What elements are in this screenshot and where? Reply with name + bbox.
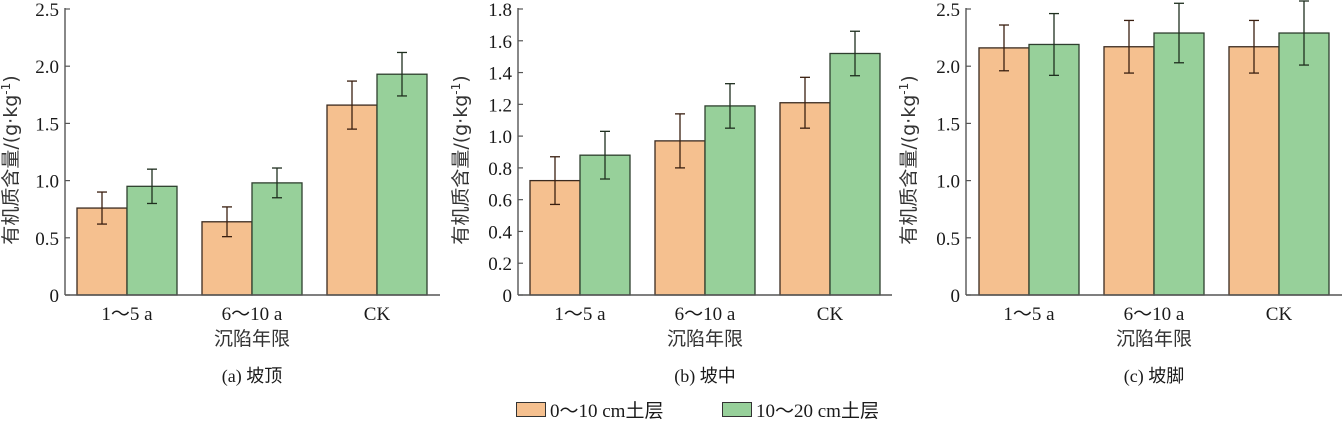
x-axis-title: 沉陷年限 (667, 328, 743, 350)
bar-orange (978, 47, 1030, 296)
bar-orange (326, 104, 378, 296)
bar-green (376, 73, 428, 296)
bar-green (829, 52, 881, 296)
y-tick-label: 1.2 (488, 95, 512, 116)
x-tick-label: 1～5 a (1003, 304, 1055, 325)
legend-swatch-orange (516, 401, 546, 417)
y-axis-title: 有机质含量/(g·kg-1) (449, 75, 472, 244)
x-tick-label: CK (364, 304, 391, 325)
x-tick-label: CK (1266, 304, 1293, 325)
y-tick-label: 1.5 (35, 114, 59, 135)
bar-green (1153, 32, 1205, 296)
y-tick-label: 1.8 (488, 0, 512, 21)
y-tick-label: 2.0 (936, 57, 960, 78)
bar-green (251, 182, 303, 296)
y-tick-label: 1.0 (35, 172, 59, 193)
y-tick-label: 1.5 (936, 114, 960, 135)
panel-caption: (a) 坡顶 (222, 366, 282, 387)
y-tick-label: 1.4 (488, 64, 512, 85)
y-axis-title-close: ) (450, 75, 472, 82)
legend-swatch-green (722, 401, 752, 417)
y-axis-title-main: 有机质含量/(g·kg (450, 95, 472, 245)
legend-item-0-10cm: 0～10 cm土层 (516, 398, 664, 422)
y-tick-label: 0.2 (488, 254, 512, 275)
y-tick-label: 0.8 (488, 159, 512, 180)
x-tick-label: CK (817, 304, 844, 325)
x-tick-label: 1～5 a (554, 304, 606, 325)
y-tick-label: 2.0 (35, 57, 59, 78)
charts-canvas: 1～5 a 6～10 a CK 0 0.5 1.0 1.5 2.0 2.5 有机质含量/(g·kg… (0, 0, 1342, 387)
y-axis-title: 有机质含量/(g·kg-1) (0, 75, 22, 244)
legend-item-10-20cm: 10～20 cm土层 (722, 398, 879, 422)
x-tick-label: 6～10 a (222, 304, 283, 325)
x-axis-title: 沉陷年限 (214, 328, 290, 350)
legend-label: 0～10 cm土层 (550, 400, 664, 422)
bar-green (1278, 32, 1330, 296)
y-tick-label: 0.5 (35, 229, 59, 250)
y-tick-label: 0 (503, 286, 513, 307)
y-tick-label: 1.0 (936, 172, 960, 193)
y-tick-label: 0.5 (936, 229, 960, 250)
bar-orange (779, 102, 831, 296)
x-tick-label: 6～10 a (1124, 304, 1185, 325)
y-axis-title-exponent: -1 (897, 83, 911, 95)
panel-caption: (c) 坡脚 (1124, 366, 1184, 387)
bar-orange (1103, 46, 1155, 296)
y-axis-title-close: ) (898, 75, 920, 82)
y-tick-label: 2.5 (35, 0, 59, 21)
y-axis-title: 有机质含量/(g·kg-1) (897, 75, 920, 244)
panel-caption: (b) 坡中 (674, 366, 736, 387)
bar-green (1028, 43, 1080, 296)
y-tick-label: 1.6 (488, 32, 512, 53)
y-axis-title-exponent: -1 (449, 83, 463, 95)
y-tick-label: 0 (50, 286, 60, 307)
x-axis-title: 沉陷年限 (1116, 328, 1192, 350)
y-tick-label: 0 (951, 286, 961, 307)
y-axis-title-exponent: -1 (0, 83, 13, 95)
y-tick-label: 1.0 (488, 127, 512, 148)
y-axis-title-main: 有机质含量/(g·kg (898, 95, 920, 245)
y-axis-title-close: ) (0, 75, 22, 82)
x-tick-label: 1～5 a (101, 304, 153, 325)
y-tick-label: 0.6 (488, 191, 512, 212)
bar-green (704, 105, 756, 296)
y-tick-label: 0.4 (488, 222, 512, 243)
x-tick-label: 6～10 a (675, 304, 736, 325)
legend: 0～10 cm土层 10～20 cm土层 (0, 398, 1342, 422)
y-axis-title-main: 有机质含量/(g·kg (0, 95, 22, 245)
legend-label: 10～20 cm土层 (756, 400, 879, 422)
y-tick-label: 2.5 (936, 0, 960, 21)
bar-orange (1228, 46, 1280, 296)
